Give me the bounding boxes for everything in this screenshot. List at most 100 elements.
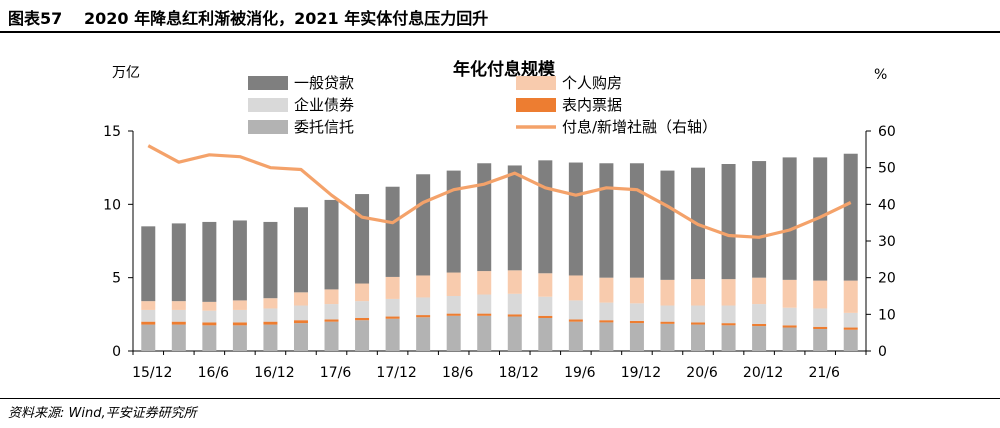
bar-segment: [843, 280, 858, 313]
bar-segment: [355, 320, 370, 351]
figure-title: 2020 年降息红利渐被消化，2021 年实体付息压力回升: [84, 9, 489, 28]
bar-segment: [538, 315, 553, 318]
bar-segment: [568, 162, 583, 276]
y-left-unit: 万亿: [112, 65, 140, 81]
bar-segment: [446, 272, 461, 296]
bar-segment: [721, 164, 736, 280]
bar-segment: [629, 277, 644, 304]
bar-segment: [385, 276, 400, 299]
bar-segment: [629, 303, 644, 321]
bar-segment: [141, 309, 156, 322]
y-right-tick-label: 60: [878, 124, 896, 140]
bar-segment: [477, 294, 492, 314]
bar-segment: [599, 302, 614, 321]
bar-segment: [629, 163, 644, 278]
bar-segment: [752, 304, 767, 324]
bar-segment: [293, 320, 308, 324]
legend-swatch: [248, 120, 288, 134]
bar-segment: [813, 157, 828, 281]
bar-segment: [507, 314, 522, 317]
bar-segment: [477, 313, 492, 316]
x-tick-label: 21/6: [808, 365, 840, 381]
legend-swatch: [516, 98, 556, 112]
bar-segment: [171, 223, 186, 302]
bar-segment: [171, 324, 186, 351]
bar-segment: [752, 161, 767, 278]
legend-label: 一般贷款: [294, 74, 354, 92]
bar-segment: [568, 275, 583, 301]
bar-segment: [691, 305, 706, 323]
bar-segment: [538, 160, 553, 274]
y-left-tick-label: 10: [103, 197, 121, 213]
bar-segment: [599, 163, 614, 278]
chart-title: 年化付息规模: [453, 59, 556, 80]
bar-segment: [843, 329, 858, 351]
bar-segment: [171, 301, 186, 310]
bar-segment: [477, 271, 492, 295]
bar-segment: [446, 315, 461, 351]
y-left-tick-label: 0: [112, 344, 121, 360]
bar-segment: [782, 327, 797, 351]
bar-segment: [538, 273, 553, 297]
bar-segment: [324, 304, 339, 320]
source-note: 资料来源: Wind,平安证券研究所: [8, 406, 197, 421]
bar-segment: [813, 280, 828, 309]
bar-segment: [416, 297, 431, 316]
bar-segment: [416, 275, 431, 298]
line-series-path: [147, 144, 852, 239]
x-tick-label: 20/6: [686, 365, 718, 381]
bar-segment: [507, 165, 522, 271]
bar-segment: [385, 316, 400, 319]
bar-segment: [232, 325, 247, 351]
bar-segment: [202, 322, 217, 326]
x-tick-label: 19/6: [564, 365, 596, 381]
bar-segment: [171, 309, 186, 322]
bar-segment: [293, 305, 308, 321]
bar-segment: [385, 318, 400, 351]
bar-segment: [171, 321, 186, 325]
bar-segment: [721, 279, 736, 306]
bar-segment: [324, 321, 339, 351]
x-tick-label: 19/12: [621, 365, 661, 381]
bar-segment: [446, 313, 461, 316]
bar-segment: [813, 308, 828, 327]
bar-segment: [599, 277, 614, 303]
bar-segment: [568, 321, 583, 351]
bar-segment: [202, 301, 217, 311]
chart-area: 年化付息规模 万亿 % 一般贷款 个人购房 企业债券 表内票据 委托信托 付息/新增社融（…: [0, 34, 1000, 396]
bar-segment: [293, 323, 308, 351]
bar-segment: [477, 315, 492, 351]
legend-label: 付息/新增社融（右轴）: [562, 118, 717, 136]
y-right-tick-label: 50: [878, 161, 896, 177]
bar-segment: [355, 318, 370, 321]
bar-segment: [355, 283, 370, 302]
bar-segment: [660, 323, 675, 351]
line-series: [147, 144, 852, 239]
y-right-tick-label: 30: [878, 234, 896, 250]
bar-segment: [263, 221, 278, 299]
bar-segment: [599, 322, 614, 351]
bar-segment: [293, 292, 308, 306]
bar-segment: [843, 327, 858, 330]
y-right-unit: %: [874, 67, 887, 83]
bar-segment: [324, 199, 339, 290]
bar-segment: [232, 309, 247, 323]
bar-segment: [843, 312, 858, 328]
bar-segment: [782, 279, 797, 308]
bar-segment: [385, 298, 400, 317]
bar-segment: [141, 226, 156, 302]
bar-segment: [538, 296, 553, 316]
y-right-tick-label: 40: [878, 197, 896, 213]
legend-label: 表内票据: [562, 96, 622, 114]
legend-swatch: [248, 98, 288, 112]
bar-segment: [355, 301, 370, 318]
bar-segment: [660, 170, 675, 280]
bar-segment: [293, 207, 308, 293]
bar-segment: [691, 324, 706, 351]
bar-segment: [416, 317, 431, 351]
legend-label: 企业债券: [294, 96, 354, 114]
bar-segment: [568, 319, 583, 322]
bar-segment: [599, 320, 614, 323]
x-tick-label: 15/12: [132, 365, 172, 381]
